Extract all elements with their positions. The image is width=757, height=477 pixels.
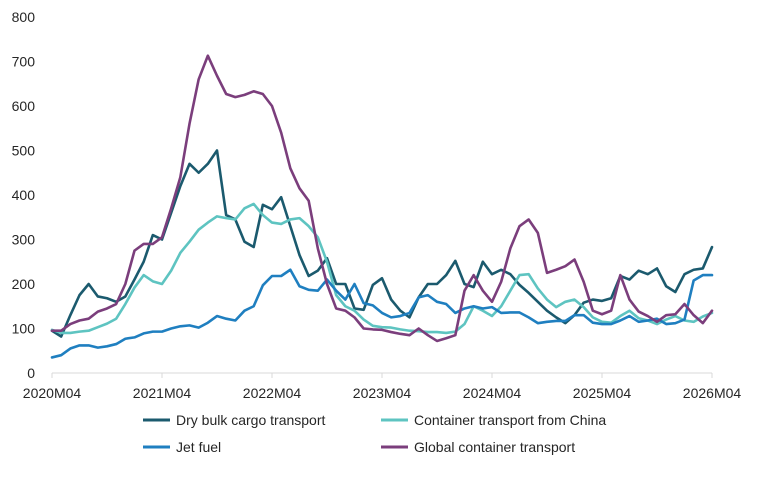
legend-label: Dry bulk cargo transport xyxy=(176,412,326,428)
legend-item: Container transport from China xyxy=(381,412,606,428)
y-tick-label: 0 xyxy=(27,365,35,381)
y-tick-label: 800 xyxy=(12,9,36,25)
legend-label: Global container transport xyxy=(414,439,575,455)
legend-item: Dry bulk cargo transport xyxy=(143,412,326,428)
y-tick-label: 400 xyxy=(12,187,36,203)
y-tick-label: 200 xyxy=(12,276,36,292)
x-tick-label: 2021M04 xyxy=(133,385,192,401)
x-tick-label: 2025M04 xyxy=(573,385,632,401)
legend: Dry bulk cargo transport Container transp… xyxy=(143,412,606,455)
x-tick-label: 2026M04 xyxy=(683,385,742,401)
series-lines xyxy=(52,56,712,358)
y-tick-label: 300 xyxy=(12,232,36,248)
legend-label: Jet fuel xyxy=(176,439,221,455)
series-line-global-container-transport xyxy=(52,56,712,341)
legend-label: Container transport from China xyxy=(414,412,606,428)
y-tick-labels: 0 100 200 300 400 500 600 700 800 xyxy=(12,9,36,381)
y-tick-label: 700 xyxy=(12,54,36,70)
legend-item: Jet fuel xyxy=(143,439,221,455)
y-tick-label: 600 xyxy=(12,98,36,114)
legend-item: Global container transport xyxy=(381,439,575,455)
x-tick-labels: 2020M04 2021M04 2022M04 2023M04 2024M04 2025M… xyxy=(23,373,742,401)
series-line-jet-fuel xyxy=(52,270,712,358)
x-tick-label: 2023M04 xyxy=(353,385,412,401)
y-tick-label: 500 xyxy=(12,143,36,159)
y-tick-label: 100 xyxy=(12,321,36,337)
x-tick-label: 2024M04 xyxy=(463,385,522,401)
x-tick-label: 2022M04 xyxy=(243,385,302,401)
x-tick-label: 2020M04 xyxy=(23,385,82,401)
